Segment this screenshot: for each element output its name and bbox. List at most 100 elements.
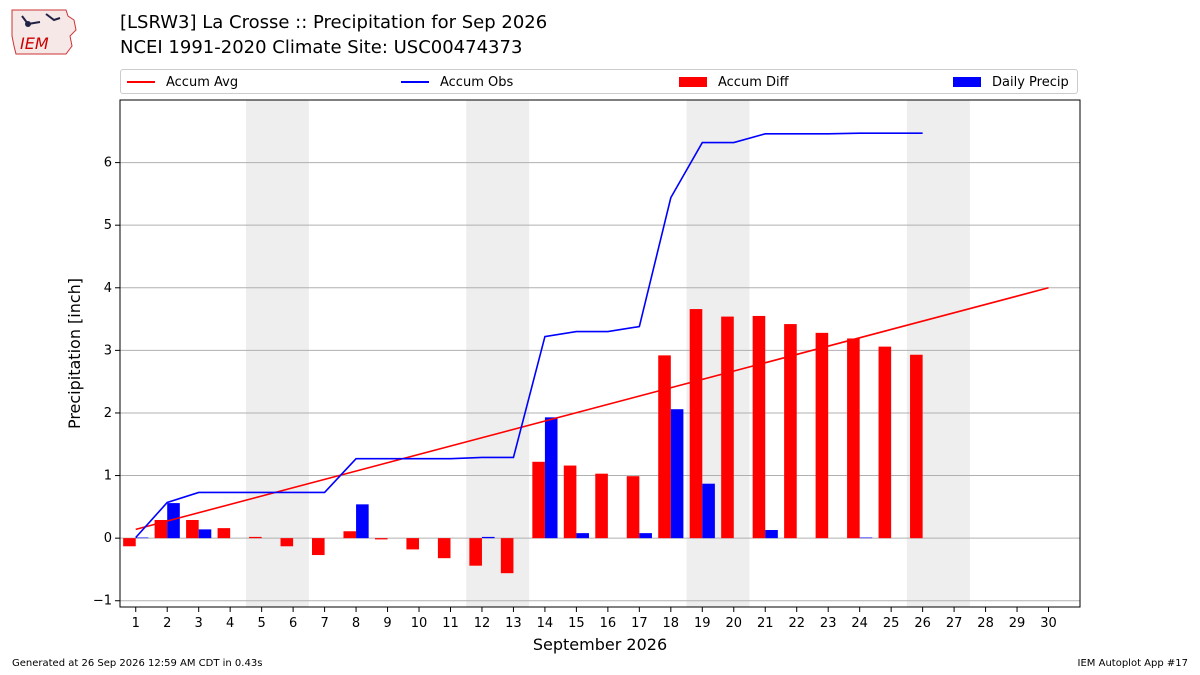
accum-diff-bar: [437, 538, 451, 559]
x-tick-label: 25: [883, 616, 900, 631]
x-tick-label: 9: [383, 616, 391, 631]
x-tick-label: 23: [820, 616, 837, 631]
legend-item-accum-diff: Accum Diff: [679, 73, 789, 91]
legend-item-accum-obs: Accum Obs: [401, 73, 513, 91]
accum-diff-bar: [815, 332, 829, 539]
daily-precip-bar: [481, 536, 495, 539]
accum-diff-bar: [217, 528, 231, 539]
accum-diff-bar: [249, 536, 262, 539]
footer-app-text: IEM Autoplot App #17: [1077, 658, 1188, 669]
x-tick-label: 20: [725, 616, 742, 631]
accum-obs-line: [135, 132, 923, 539]
accum-diff-bar: [784, 324, 797, 539]
accum-diff-bar: [280, 538, 294, 547]
y-tick-label: 4: [104, 281, 112, 296]
accum-diff-bar: [500, 538, 514, 574]
weekend-shade: [245, 100, 309, 607]
daily-precip-bar: [544, 417, 558, 539]
accum-diff-bar: [154, 519, 168, 539]
accum-diff-bar: [910, 354, 923, 539]
accum-diff-bar: [847, 338, 860, 539]
x-tick-label: 2: [163, 616, 171, 631]
accum-diff-bar: [626, 476, 640, 539]
x-tick-label: 8: [352, 616, 360, 631]
x-tick-label: 10: [411, 616, 428, 631]
x-tick-label: 29: [1009, 616, 1026, 631]
line-series: [135, 132, 1049, 539]
x-tick-label: 18: [663, 616, 680, 631]
accum-diff-bar: [312, 538, 325, 556]
bar-series: [123, 309, 923, 574]
x-tick-label: 30: [1040, 616, 1057, 631]
weekend-shading: [245, 100, 970, 607]
legend-item-daily-precip: Daily Precip: [953, 73, 1069, 91]
legend-label-accum-diff: Accum Diff: [718, 74, 789, 90]
legend-label-daily-precip: Daily Precip: [992, 74, 1069, 90]
legend-label-accum-obs: Accum Obs: [440, 74, 514, 90]
x-tick-label: 16: [600, 616, 617, 631]
x-tick-label: 1: [132, 616, 140, 631]
legend-swatch-daily-precip: [953, 77, 981, 87]
accum-diff-bar: [532, 461, 545, 539]
legend-swatch-accum-avg: [127, 81, 155, 83]
x-tick-label: 19: [694, 616, 711, 631]
x-tick-label: 5: [257, 616, 265, 631]
daily-precip-bar: [670, 409, 684, 539]
legend-label-accum-avg: Accum Avg: [166, 74, 239, 90]
daily-precip-bar: [576, 533, 589, 539]
daily-precip-bar: [135, 537, 149, 539]
accum-avg-line: [135, 287, 1049, 531]
daily-precip-bar: [198, 529, 212, 539]
x-tick-label: 14: [537, 616, 554, 631]
x-tick-label: 15: [568, 616, 585, 631]
daily-precip-bar: [702, 483, 715, 539]
y-tick-label: 2: [104, 406, 112, 421]
x-tick-label: 3: [195, 616, 203, 631]
accum-diff-bar: [469, 538, 482, 566]
chart-subtitle: NCEI 1991-2020 Climate Site: USC00474373: [120, 37, 523, 58]
svg-text:IEM: IEM: [20, 34, 49, 53]
y-tick-label: 6: [104, 156, 112, 171]
x-tick-label: 7: [320, 616, 328, 631]
accum-diff-bar: [563, 465, 577, 539]
iem-logo: IEM: [11, 9, 77, 55]
x-tick-label: 6: [289, 616, 297, 631]
accum-diff-bar: [595, 473, 608, 539]
y-tick-label: 3: [104, 343, 112, 358]
x-tick-label: 4: [226, 616, 234, 631]
y-axis-label: Precipitation [inch]: [65, 278, 84, 429]
legend: Accum Avg Accum Obs Accum Diff Daily Pre…: [120, 69, 1078, 94]
chart-title: [LSRW3] La Crosse :: Precipitation for S…: [120, 12, 548, 33]
daily-precip-bar: [765, 530, 778, 539]
accum-diff-bar: [406, 538, 420, 550]
x-axis-label: September 2026: [533, 635, 667, 654]
y-tick-label: 0: [104, 531, 112, 546]
accum-diff-bar: [123, 538, 136, 547]
plot-area-frame: [119, 99, 1081, 608]
x-tick-label: 24: [851, 616, 868, 631]
accum-diff-bar: [658, 355, 671, 539]
accum-diff-bar: [721, 316, 734, 539]
accum-diff-bar: [878, 346, 892, 539]
y-tick-label: 5: [104, 218, 112, 233]
x-tick-label: 12: [474, 616, 491, 631]
weekend-shade: [466, 100, 530, 607]
accum-diff-bar: [689, 309, 703, 539]
y-axis-ticks: −1 0 1 2 3 4 5 6: [93, 156, 120, 609]
daily-precip-bar: [639, 533, 652, 539]
daily-precip-bar: [167, 503, 180, 539]
daily-precip-bar: [356, 504, 369, 539]
legend-item-accum-avg: Accum Avg: [127, 73, 238, 91]
x-tick-label: 26: [914, 616, 931, 631]
x-tick-label: 27: [946, 616, 963, 631]
footer-generated-text: Generated at 26 Sep 2026 12:59 AM CDT in…: [12, 658, 263, 669]
y-tick-label: −1: [93, 594, 112, 609]
x-tick-label: 22: [788, 616, 805, 631]
accum-diff-bar: [374, 538, 388, 540]
x-axis-ticks: 1 2 3 4 5 6 7 8 9 10 11 12 13 14 15 16 17 18 19 20 21 22 23 24 2…: [132, 607, 1057, 631]
accum-diff-bar: [343, 531, 357, 539]
x-tick-label: 17: [631, 616, 648, 631]
y-tick-label: 1: [104, 469, 112, 484]
legend-swatch-accum-diff: [679, 77, 707, 87]
